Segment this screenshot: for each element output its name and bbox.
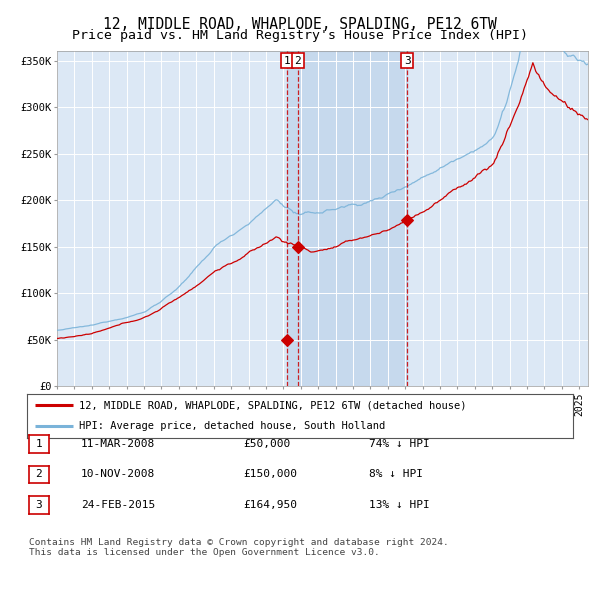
Text: 2: 2 xyxy=(35,470,43,479)
Point xyxy=(282,335,292,345)
Text: 10-NOV-2008: 10-NOV-2008 xyxy=(81,470,155,479)
Text: 24-FEB-2015: 24-FEB-2015 xyxy=(81,500,155,510)
Text: 12, MIDDLE ROAD, WHAPLODE, SPALDING, PE12 6TW: 12, MIDDLE ROAD, WHAPLODE, SPALDING, PE1… xyxy=(103,17,497,31)
Text: 13% ↓ HPI: 13% ↓ HPI xyxy=(369,500,430,510)
Text: Contains HM Land Registry data © Crown copyright and database right 2024.
This d: Contains HM Land Registry data © Crown c… xyxy=(29,538,449,558)
Point xyxy=(293,242,302,251)
Text: 3: 3 xyxy=(35,500,43,510)
Text: £164,950: £164,950 xyxy=(243,500,297,510)
Point xyxy=(403,215,412,224)
Text: £150,000: £150,000 xyxy=(243,470,297,479)
Text: 3: 3 xyxy=(404,55,411,65)
Bar xyxy=(287,51,407,386)
Text: 1: 1 xyxy=(35,439,43,448)
Text: 11-MAR-2008: 11-MAR-2008 xyxy=(81,439,155,448)
Text: 12, MIDDLE ROAD, WHAPLODE, SPALDING, PE12 6TW (detached house): 12, MIDDLE ROAD, WHAPLODE, SPALDING, PE1… xyxy=(79,401,466,411)
Text: £50,000: £50,000 xyxy=(243,439,290,448)
Text: 1: 1 xyxy=(284,55,290,65)
Text: Price paid vs. HM Land Registry's House Price Index (HPI): Price paid vs. HM Land Registry's House … xyxy=(72,30,528,42)
Text: 8% ↓ HPI: 8% ↓ HPI xyxy=(369,470,423,479)
Text: HPI: Average price, detached house, South Holland: HPI: Average price, detached house, Sout… xyxy=(79,421,385,431)
Text: 2: 2 xyxy=(295,55,301,65)
Text: 74% ↓ HPI: 74% ↓ HPI xyxy=(369,439,430,448)
